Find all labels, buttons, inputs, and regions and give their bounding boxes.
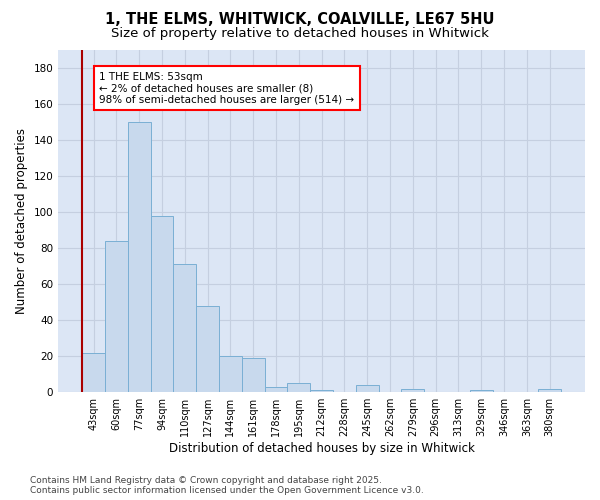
Text: 1, THE ELMS, WHITWICK, COALVILLE, LE67 5HU: 1, THE ELMS, WHITWICK, COALVILLE, LE67 5…	[105, 12, 495, 28]
Bar	[128, 122, 151, 392]
Bar	[356, 385, 379, 392]
Bar	[82, 352, 105, 392]
Bar	[470, 390, 493, 392]
Bar	[173, 264, 196, 392]
Bar	[105, 241, 128, 392]
Y-axis label: Number of detached properties: Number of detached properties	[15, 128, 28, 314]
Bar	[287, 383, 310, 392]
Bar	[310, 390, 333, 392]
Bar	[151, 216, 173, 392]
Bar	[401, 388, 424, 392]
Bar	[242, 358, 265, 392]
Text: Contains HM Land Registry data © Crown copyright and database right 2025.
Contai: Contains HM Land Registry data © Crown c…	[30, 476, 424, 495]
X-axis label: Distribution of detached houses by size in Whitwick: Distribution of detached houses by size …	[169, 442, 475, 455]
Text: Size of property relative to detached houses in Whitwick: Size of property relative to detached ho…	[111, 28, 489, 40]
Text: 1 THE ELMS: 53sqm
← 2% of detached houses are smaller (8)
98% of semi-detached h: 1 THE ELMS: 53sqm ← 2% of detached house…	[99, 72, 355, 105]
Bar	[265, 387, 287, 392]
Bar	[538, 388, 561, 392]
Bar	[219, 356, 242, 392]
Bar	[196, 306, 219, 392]
